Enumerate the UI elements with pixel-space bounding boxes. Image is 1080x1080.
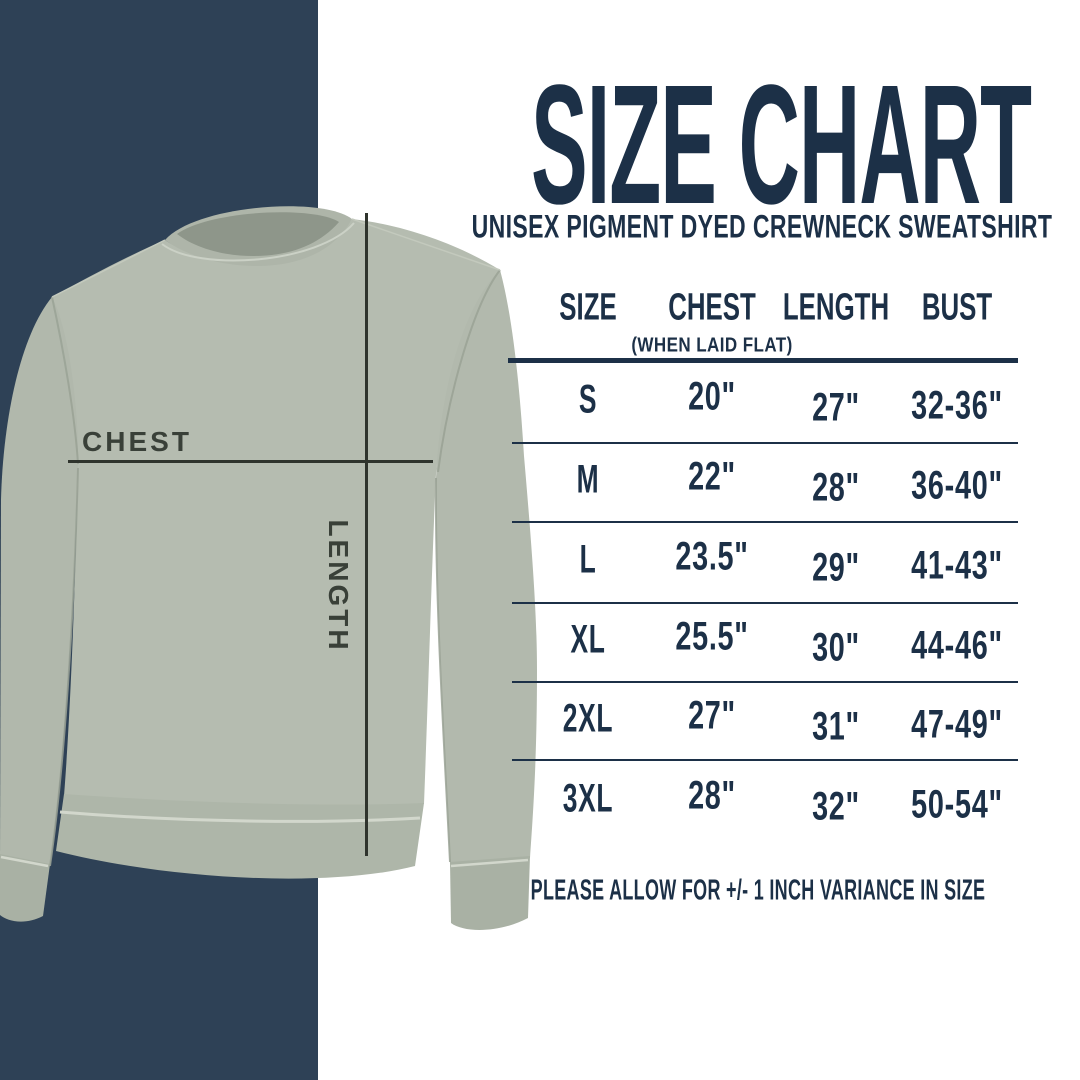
cell-bust: 36-40" xyxy=(911,463,1003,508)
column-header-size: SIZE xyxy=(559,286,617,329)
page-title: SIZE CHART xyxy=(531,50,1032,240)
length-label: LENGTH xyxy=(323,519,354,653)
sweatshirt-body xyxy=(52,219,500,806)
cell-size: M xyxy=(576,457,600,502)
sweatshirt-left-sleeve xyxy=(0,297,79,866)
sweatshirt-hem-band xyxy=(56,794,424,879)
cell-length: 29" xyxy=(812,545,860,590)
cell-chest: 22" xyxy=(688,454,736,499)
sweatshirt-photo xyxy=(0,206,537,930)
chest-label: CHEST xyxy=(82,426,192,457)
cell-size: S xyxy=(578,377,598,422)
row-separator xyxy=(512,759,1018,761)
cell-chest: 28" xyxy=(688,773,736,818)
cell-bust: 50-54" xyxy=(911,782,1003,827)
header-rule xyxy=(508,358,1018,363)
chest-measure-line xyxy=(68,460,433,463)
sweatshirt-right-sleeve xyxy=(435,270,537,864)
cell-bust: 44-46" xyxy=(911,623,1003,668)
cell-size: L xyxy=(579,537,597,582)
column-header-chest: CHEST xyxy=(668,286,756,329)
page-subtitle: UNISEX PIGMENT DYED CREWNECK SWEATSHIRT xyxy=(471,208,1053,245)
cell-bust: 41-43" xyxy=(911,543,1003,588)
collar-seam xyxy=(161,222,355,262)
column-header-length: LENGTH xyxy=(782,286,890,329)
cell-length: 28" xyxy=(812,465,860,510)
cell-chest: 25.5" xyxy=(675,614,749,659)
cell-bust: 32-36" xyxy=(911,383,1003,428)
row-separator xyxy=(512,681,1018,683)
right-cuff-seam xyxy=(450,858,529,868)
hem-seam xyxy=(59,810,421,823)
cell-chest: 20" xyxy=(688,374,736,419)
cell-size: 3XL xyxy=(562,776,614,821)
cell-chest: 27" xyxy=(688,693,736,738)
sweatshirt-right-cuff xyxy=(450,856,530,930)
cell-size: 2XL xyxy=(562,696,614,741)
row-separator xyxy=(512,602,1018,604)
shoulder-seams xyxy=(51,218,501,298)
seam-lines xyxy=(49,269,501,867)
size-variance-note: PLEASE ALLOW FOR +/- 1 INCH VARIANCE IN … xyxy=(530,874,986,907)
cell-length: 30" xyxy=(812,625,860,670)
chest-subheader: (WHEN LAID FLAT) xyxy=(631,334,793,357)
column-header-bust: BUST xyxy=(921,286,993,329)
cell-length: 27" xyxy=(812,385,860,430)
length-measure-line xyxy=(365,213,368,856)
cell-chest: 23.5" xyxy=(675,534,749,579)
row-separator xyxy=(512,442,1018,444)
row-separator xyxy=(512,521,1018,523)
left-cuff-seam xyxy=(0,855,49,868)
cell-length: 31" xyxy=(812,704,860,749)
cell-bust: 47-49" xyxy=(911,702,1003,747)
cell-size: XL xyxy=(570,617,606,662)
cell-length: 32" xyxy=(812,784,860,829)
collar-opening xyxy=(177,212,339,256)
sweatshirt-left-cuff xyxy=(0,854,50,922)
